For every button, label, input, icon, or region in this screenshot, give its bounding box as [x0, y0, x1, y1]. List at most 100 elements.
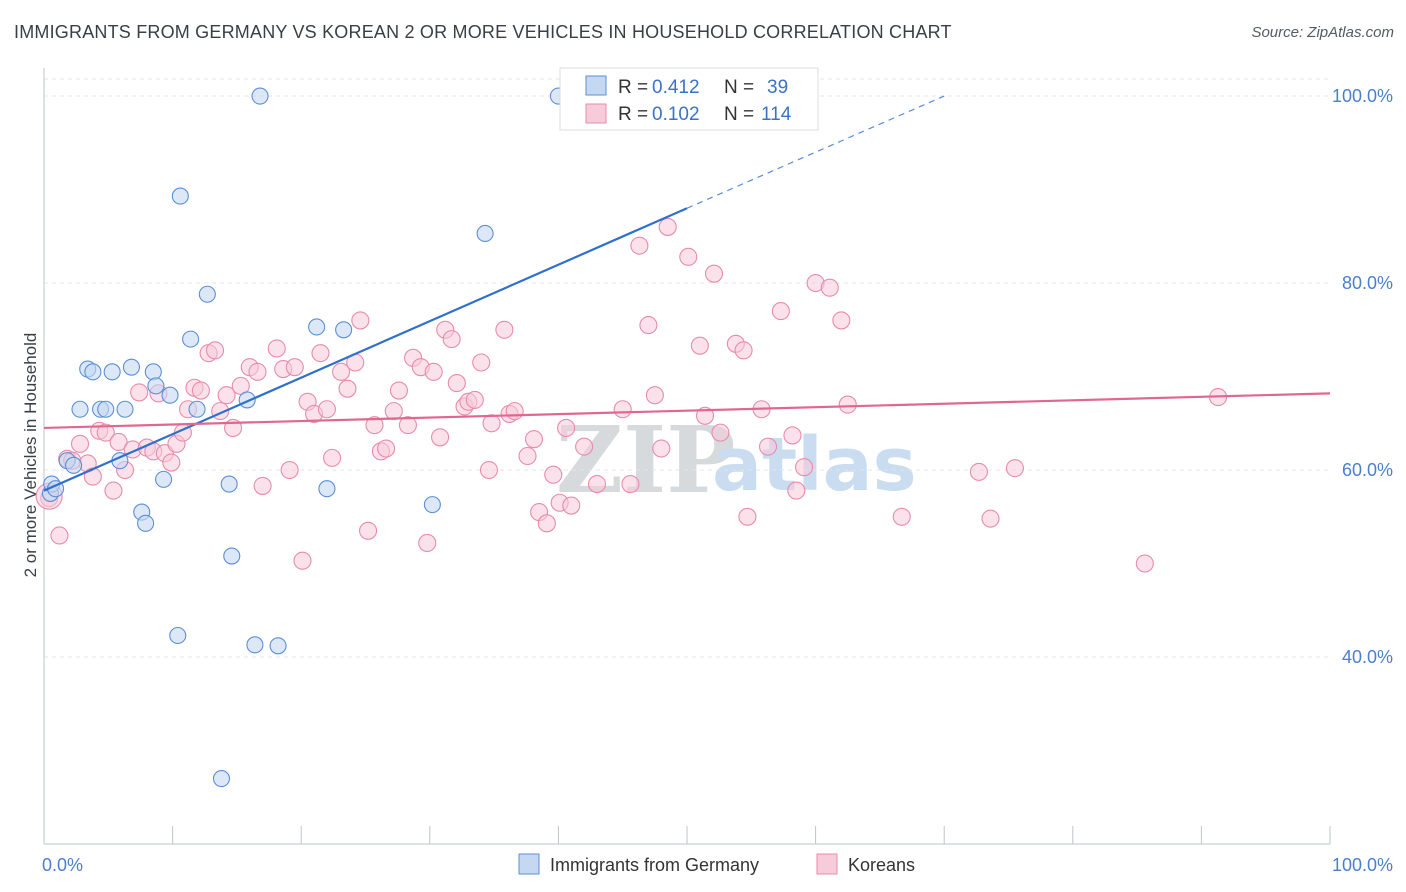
trend-koreans — [43, 392, 1331, 430]
point-koreans-50 — [377, 439, 396, 458]
legend-swatch-koreans — [585, 103, 607, 124]
series-koreans-points — [35, 217, 1228, 573]
point-koreans-23 — [191, 381, 210, 400]
point-koreans-87 — [658, 217, 677, 236]
point-koreans-100 — [787, 481, 806, 500]
point-koreans-86 — [652, 439, 671, 458]
trend-lines — [43, 95, 1331, 492]
point-germany-27 — [223, 547, 241, 565]
point-koreans-44 — [338, 379, 357, 398]
point-koreans-47 — [359, 521, 378, 540]
point-germany-36 — [476, 224, 494, 243]
point-germany-21 — [171, 187, 189, 205]
point-germany-13 — [122, 358, 140, 376]
point-koreans-70 — [505, 402, 524, 421]
point-koreans-58 — [431, 428, 450, 447]
point-koreans-107 — [969, 462, 988, 481]
point-germany-24 — [198, 285, 216, 303]
bottom-legend-swatch-koreans — [816, 853, 838, 875]
point-koreans-91 — [704, 264, 724, 283]
point-koreans-78 — [562, 496, 581, 515]
point-germany-12 — [116, 400, 134, 418]
point-germany-33 — [318, 480, 336, 498]
chart-title: IMMIGRANTS FROM GERMANY VS KOREAN 2 OR M… — [14, 22, 952, 42]
point-koreans-94 — [734, 341, 753, 360]
point-koreans-109 — [1005, 459, 1024, 478]
point-koreans-72 — [524, 430, 544, 449]
x-tick-labels: 0.0% 100.0% — [42, 855, 1393, 875]
point-koreans-51 — [384, 402, 403, 421]
point-koreans-92 — [711, 423, 730, 442]
point-koreans-41 — [317, 400, 336, 419]
legend-n-label-koreans: N = — [724, 104, 754, 125]
point-koreans-4 — [70, 434, 90, 453]
trend-germany-extension — [686, 95, 945, 209]
legend-r-value-germany: 0.412 — [652, 77, 700, 98]
stats-legend: R = 0.412 N = 39 R = 0.102 N = 114 — [559, 67, 819, 131]
point-koreans-1 — [50, 526, 69, 545]
point-koreans-90 — [695, 406, 715, 425]
y-tick-labels: 40.0% 60.0% 80.0% 100.0% — [1332, 86, 1393, 667]
legend-n-label-germany: N = — [724, 77, 754, 98]
point-koreans-97 — [758, 437, 778, 456]
legend-r-label-germany: R = — [618, 77, 648, 98]
point-koreans-103 — [820, 278, 839, 297]
x-tick-label-0: 0.0% — [42, 855, 83, 875]
point-koreans-98 — [771, 302, 790, 321]
point-koreans-95 — [738, 507, 757, 526]
point-koreans-101 — [794, 458, 814, 477]
legend-n-value-germany: 39 — [767, 77, 788, 98]
point-germany-32 — [308, 318, 326, 336]
point-germany-25 — [212, 770, 231, 788]
point-germany-26 — [220, 475, 238, 493]
point-koreans-27 — [217, 386, 236, 405]
bottom-legend-koreans: Koreans — [848, 855, 915, 875]
trend-germany — [43, 207, 688, 492]
point-koreans-105 — [838, 395, 857, 414]
point-koreans-75 — [544, 465, 563, 484]
point-germany-5 — [71, 400, 89, 418]
point-koreans-84 — [639, 316, 658, 335]
series-germany-points — [41, 87, 664, 788]
point-koreans-104 — [832, 311, 851, 330]
point-germany-10 — [103, 363, 121, 381]
point-koreans-13 — [130, 383, 149, 402]
point-koreans-53 — [398, 416, 417, 435]
point-koreans-35 — [280, 460, 299, 480]
point-koreans-42 — [323, 448, 342, 467]
point-koreans-32 — [253, 476, 272, 495]
y-tick-label-3: 100.0% — [1332, 86, 1393, 106]
point-germany-7 — [84, 363, 102, 381]
legend-r-value-koreans: 0.102 — [652, 104, 700, 125]
point-germany-30 — [251, 87, 269, 105]
point-koreans-43 — [332, 362, 351, 381]
point-koreans-37 — [293, 551, 312, 570]
point-germany-17 — [147, 377, 165, 395]
point-koreans-65 — [472, 353, 491, 372]
point-germany-31 — [269, 637, 287, 655]
y-tick-label-1: 60.0% — [1342, 460, 1393, 480]
y-tick-label-0: 40.0% — [1342, 647, 1393, 667]
bottom-legend-swatch-germany — [518, 853, 540, 875]
bottom-legend-germany: Immigrants from Germany — [550, 855, 759, 875]
point-koreans-40 — [311, 344, 330, 363]
point-germany-35 — [423, 496, 441, 514]
point-koreans-99 — [783, 426, 802, 445]
point-koreans-108 — [981, 509, 1000, 528]
point-koreans-67 — [482, 414, 501, 433]
point-koreans-36 — [285, 358, 304, 377]
point-germany-9 — [97, 400, 115, 418]
point-koreans-66 — [479, 460, 499, 480]
point-koreans-8 — [96, 423, 115, 442]
point-germany-29 — [246, 636, 264, 654]
y-tick-label-2: 80.0% — [1342, 273, 1393, 293]
source-credit: Source: ZipAtlas.com — [1251, 24, 1394, 41]
watermark-atlas: atlas — [712, 422, 917, 508]
point-germany-23 — [188, 400, 206, 418]
point-koreans-83 — [630, 236, 649, 255]
point-koreans-106 — [892, 507, 911, 526]
point-koreans-9 — [104, 481, 123, 500]
point-germany-15 — [137, 514, 155, 532]
point-koreans-10 — [109, 432, 128, 452]
